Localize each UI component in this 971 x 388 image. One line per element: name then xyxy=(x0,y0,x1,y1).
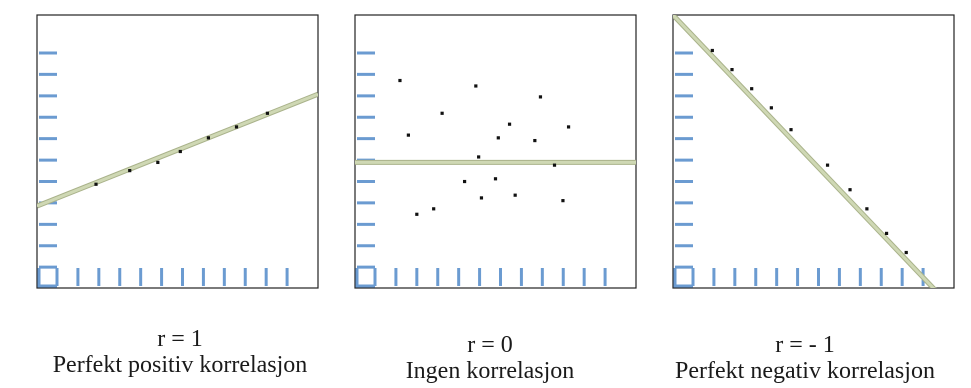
data-point xyxy=(178,149,182,154)
description-negative: Perfekt negativ korrelasjon xyxy=(675,358,935,384)
data-point xyxy=(710,48,714,53)
r-label-negative: r = - 1 xyxy=(775,332,835,358)
description-zero: Ingen korrelasjon xyxy=(405,358,575,384)
data-point xyxy=(789,128,793,132)
panel-zero xyxy=(354,14,637,289)
data-point xyxy=(769,106,773,110)
data-point xyxy=(533,138,537,143)
data-point xyxy=(496,136,500,140)
data-point xyxy=(730,68,734,72)
data-point xyxy=(128,169,132,173)
data-point xyxy=(234,125,239,129)
data-point xyxy=(440,111,444,115)
data-point xyxy=(552,163,557,167)
data-point xyxy=(904,250,908,255)
origin-corner-mark xyxy=(673,268,693,288)
data-point xyxy=(398,78,402,83)
origin-corner-mark xyxy=(355,268,375,288)
data-point xyxy=(884,231,889,235)
origin-corner-mark xyxy=(37,268,57,288)
data-point xyxy=(479,196,484,200)
data-point xyxy=(415,212,419,216)
description-positive: Perfekt positiv korrelasjon xyxy=(52,352,308,378)
caption-zero: r = 0 Ingen korrelasjon xyxy=(320,332,660,384)
data-point xyxy=(538,95,543,99)
data-point xyxy=(406,133,410,137)
plot-frame xyxy=(354,14,637,289)
data-point xyxy=(513,193,517,197)
data-point xyxy=(206,136,211,140)
data-point xyxy=(507,122,512,126)
caption-positive: r = 1 Perfekt positiv korrelasjon xyxy=(10,326,350,378)
r-label-positive: r = 1 xyxy=(157,326,203,352)
data-point xyxy=(94,182,98,186)
data-point xyxy=(493,177,498,181)
data-point xyxy=(432,207,436,211)
caption-negative: r = - 1 Perfekt negativ korrelasjon xyxy=(635,332,971,384)
data-point xyxy=(566,125,571,129)
data-point xyxy=(561,199,565,203)
fit-line xyxy=(37,92,318,208)
panel-negative xyxy=(672,14,955,289)
data-point xyxy=(477,155,481,159)
data-point xyxy=(156,160,160,165)
data-point xyxy=(265,111,270,115)
r-label-zero: r = 0 xyxy=(467,332,513,358)
data-point xyxy=(848,188,852,192)
data-point xyxy=(865,207,869,211)
panel-positive xyxy=(36,14,319,289)
plot-frame xyxy=(672,14,955,289)
data-point xyxy=(750,87,754,91)
data-point xyxy=(825,163,830,167)
data-point xyxy=(462,179,467,184)
fit-line xyxy=(673,15,936,288)
data-point xyxy=(474,84,478,88)
